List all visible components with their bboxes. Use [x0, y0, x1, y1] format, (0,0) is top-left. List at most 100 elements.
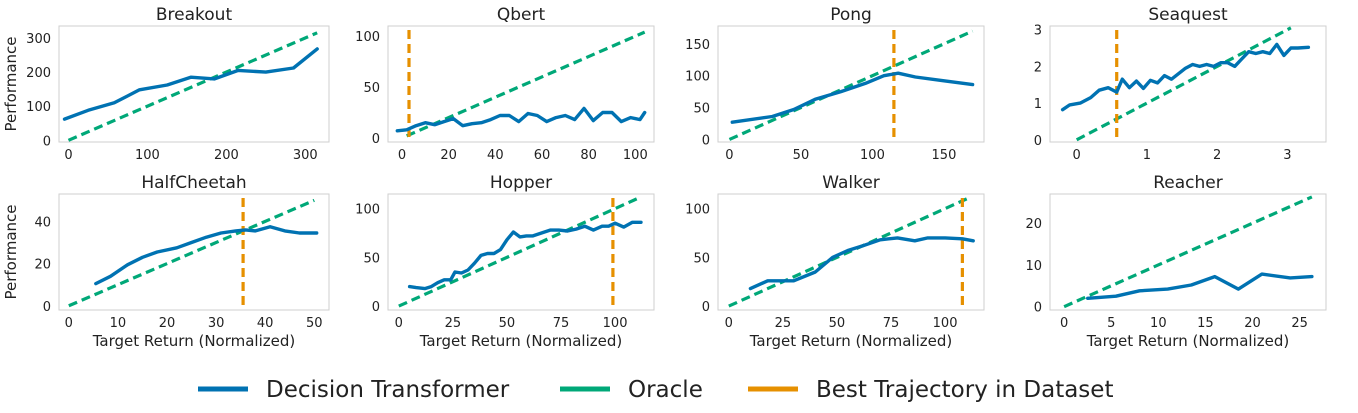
x-tick-label: 100	[135, 148, 160, 163]
y-tick-label: 10	[1025, 259, 1042, 274]
plot-frame	[1049, 193, 1327, 311]
x-tick-label: 30	[208, 316, 225, 331]
oracle-line	[728, 197, 968, 308]
x-tick-label: 20	[1244, 316, 1261, 331]
x-tick-label: 20	[440, 148, 457, 163]
y-tick-label: 0	[702, 133, 710, 148]
y-tick-label: 50	[693, 102, 710, 117]
y-tick-label: 50	[363, 251, 380, 266]
panel-title: Hopper	[490, 173, 552, 193]
x-tick-label: 50	[306, 316, 323, 331]
y-tick-label: 0	[702, 300, 710, 315]
panel-title: Walker	[822, 173, 880, 193]
y-tick-label: 40	[34, 215, 51, 230]
panel-title: Qbert	[497, 5, 546, 25]
x-tick-label: 0	[64, 148, 72, 163]
oracle-line	[67, 31, 318, 142]
oracle-line	[728, 29, 974, 141]
panel-title: Reacher	[1153, 173, 1223, 193]
decision-transformer-line	[748, 236, 975, 291]
legend-label-best: Best Trajectory in Dataset	[816, 377, 1113, 403]
y-tick-label: 100	[26, 100, 51, 115]
panel-title: Seaquest	[1148, 5, 1228, 25]
y-tick-label: 1	[1034, 97, 1042, 112]
decision-transformer-line	[407, 220, 643, 291]
legend-label-oracle: Oracle	[628, 377, 703, 403]
x-axis-label: Target Return (Normalized)	[1086, 332, 1290, 350]
x-tick-label: 150	[932, 148, 957, 163]
x-tick-label: 1	[1143, 148, 1151, 163]
panel-qbert: Qbert 0 20 40 60 80 100 0 50 100	[355, 5, 655, 163]
x-tick-label: 10	[110, 316, 127, 331]
x-tick-label: 100	[860, 148, 885, 163]
x-tick-label: 15	[1197, 316, 1214, 331]
x-tick-label: 300	[293, 148, 318, 163]
x-tick-label: 3	[1283, 148, 1291, 163]
x-tick-label: 40	[257, 316, 274, 331]
x-tick-label: 40	[487, 148, 504, 163]
y-tick-label: 2	[1034, 60, 1042, 75]
x-tick-label: 10	[1150, 316, 1167, 331]
y-tick-label: 0	[372, 300, 380, 315]
panel-title: Breakout	[156, 5, 233, 25]
oracle-line	[68, 198, 315, 308]
y-tick-label: 0	[372, 132, 380, 147]
x-tick-label: 60	[534, 148, 551, 163]
y-tick-label: 20	[1025, 217, 1042, 232]
x-tick-label: 100	[933, 316, 958, 331]
plot-frame	[58, 25, 330, 143]
x-axis-label: Target Return (Normalized)	[419, 332, 623, 350]
x-tick-label: 80	[580, 148, 597, 163]
x-tick-label: 0	[65, 316, 73, 331]
y-tick-label: 20	[34, 258, 51, 273]
x-tick-label: 100	[603, 316, 628, 331]
y-tick-label: 0	[43, 134, 51, 149]
x-tick-label: 25	[445, 316, 462, 331]
panel-breakout: Breakout 0 100 200 300 0 100 200 300 Performance	[2, 5, 330, 163]
plot-frame	[717, 193, 985, 311]
x-tick-label: 75	[553, 316, 570, 331]
y-tick-label: 100	[685, 203, 710, 218]
panel-title: Pong	[830, 5, 872, 25]
y-tick-label: 3	[1034, 24, 1042, 39]
x-axis-label: Target Return (Normalized)	[92, 332, 296, 350]
plot-frame	[717, 25, 985, 143]
decision-transformer-line	[1060, 42, 1311, 112]
decision-transformer-line	[730, 71, 975, 124]
y-tick-label: 200	[26, 66, 51, 81]
x-tick-label: 50	[499, 316, 516, 331]
y-tick-label: 0	[43, 300, 51, 315]
x-tick-label: 0	[725, 148, 733, 163]
decision-transformer-line	[1085, 272, 1314, 300]
y-tick-label: 0	[1034, 301, 1042, 316]
x-tick-label: 0	[398, 148, 406, 163]
x-tick-label: 0	[395, 316, 403, 331]
x-tick-label: 200	[214, 148, 239, 163]
plot-frame	[387, 193, 655, 311]
x-tick-label: 0	[1060, 316, 1068, 331]
plot-frame	[387, 25, 655, 143]
x-tick-label: 50	[829, 316, 846, 331]
x-tick-label: 25	[775, 316, 792, 331]
y-tick-label: 50	[363, 81, 380, 96]
x-tick-label: 75	[883, 316, 900, 331]
panel-pong: Pong 0 50 100 150 0 50 100 150	[685, 5, 985, 163]
y-tick-label: 150	[685, 38, 710, 53]
oracle-line	[1063, 195, 1313, 309]
x-tick-label: 50	[793, 148, 810, 163]
y-tick-label: 300	[26, 32, 51, 47]
x-axis-label: Target Return (Normalized)	[749, 332, 953, 350]
oracle-line	[406, 30, 646, 138]
x-tick-label: 2	[1213, 148, 1221, 163]
oracle-line	[398, 197, 638, 308]
decision-transformer-line	[62, 47, 319, 121]
y-tick-label: 50	[693, 251, 710, 266]
legend-label-dt: Decision Transformer	[266, 377, 510, 403]
panel-seaquest: Seaquest 0 1 2 3 0 1 2 3	[1034, 5, 1327, 163]
y-tick-label: 100	[685, 70, 710, 85]
legend: Decision Transformer Oracle Best Traject…	[198, 377, 1113, 403]
